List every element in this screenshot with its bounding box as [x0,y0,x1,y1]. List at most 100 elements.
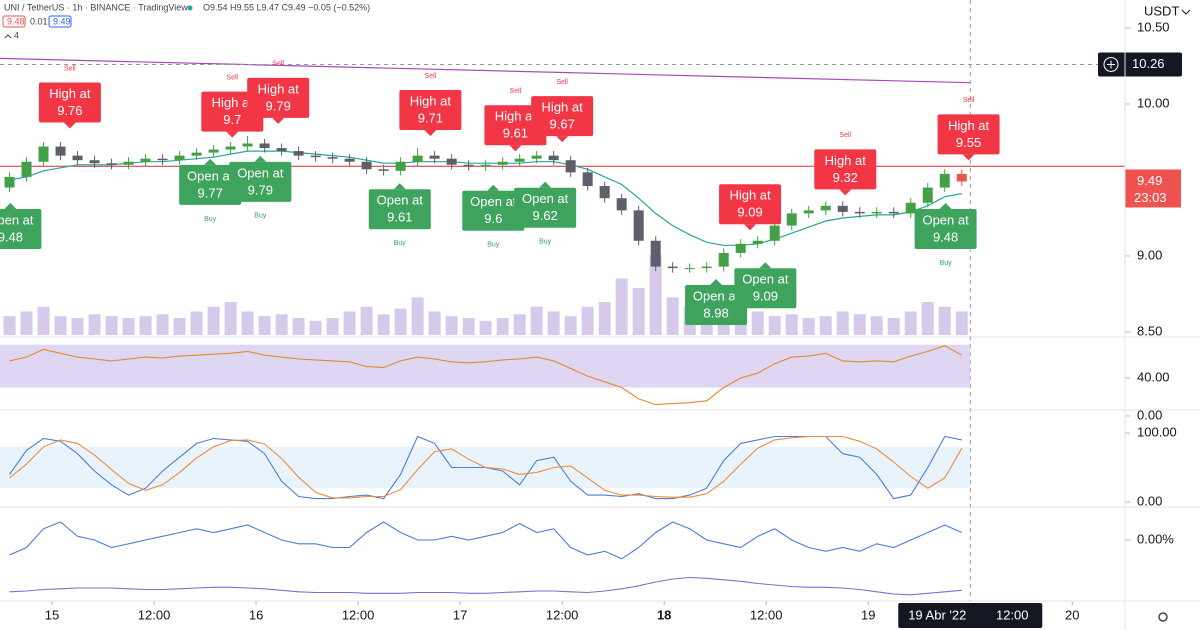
label-pointer [204,158,217,165]
label-pointer [487,184,500,191]
label-caption: Open at [522,191,569,206]
open-label: Open at 9.48 [0,203,42,250]
candle-body [395,161,406,171]
volume-bar [513,314,526,335]
candle-body [174,155,185,161]
candle-body [429,155,440,159]
candle-body [55,146,66,156]
volume-bar [71,318,84,335]
sell-signal: Sell [556,79,568,86]
currency-dropdown[interactable] [1181,9,1191,15]
open-label: Open at 9.77 Buy [179,158,242,223]
crosshair-time-box [898,603,1043,628]
settings-icon[interactable] [1158,612,1168,622]
volume-bar [921,302,934,335]
label-box [484,105,547,146]
badge-text: 9.49 [53,16,71,26]
high-label: High at 9.7 Sell [201,74,264,138]
label-box [368,189,431,230]
candle-body [157,158,168,161]
high-label: High at 9.71 Sell [399,73,462,137]
indicator-line [9,345,963,406]
label-caption: Open at [470,194,517,209]
volume-bar [938,306,951,335]
open-label: Open at 9.6 Buy [462,184,525,249]
trend-line [0,57,971,84]
indicator-count: 4 [14,30,19,40]
label-pointer [4,203,17,210]
volume-bar [887,318,900,335]
x-tick-label: 18 [657,607,671,622]
badge [48,15,72,28]
volume-bar [292,318,305,335]
ohlc-legend: O9.54 H9.55 L9.47 C9.49 −0.05 (−0.52%) [203,2,370,12]
volume-bar [445,316,458,335]
volume-bar [649,255,662,335]
label-value: 8.98 [703,305,728,320]
label-pointer [939,203,952,210]
label-box [914,209,977,250]
label-caption: High at [49,86,91,101]
label-value: 9.61 [387,210,412,225]
high-label: High at 9.09 [719,184,782,231]
label-value: 9.32 [833,170,858,185]
label-caption: High at [542,100,584,115]
label-value: 9.77 [198,185,223,200]
volume-bar [751,311,764,335]
add-alert-plus [1107,60,1115,69]
indicator-line [9,521,963,560]
label-box [179,164,242,205]
label-caption: Open at [693,288,740,303]
volume-bar [343,311,356,335]
candle-body [599,186,610,199]
label-caption: Open at [377,193,424,208]
x-tick-label: 12:00 [342,607,375,622]
candle-body [956,173,967,182]
label-box [399,90,462,131]
label-box [719,184,782,225]
volume-bar [224,302,237,335]
sell-signal: Sell [510,88,522,95]
candle-body [718,252,729,267]
volume-bar [54,316,67,335]
volume-bar [581,306,594,335]
label-pointer [759,262,772,269]
volume-bar [802,318,815,335]
label-pointer [509,145,522,152]
candle-body [480,164,491,167]
label-box [38,82,101,123]
candle-body [565,160,576,173]
candle-body [89,160,100,164]
candle-body [293,151,304,156]
label-pointer [556,136,569,143]
candle-body [514,158,525,162]
volume-bar [377,314,390,335]
x-tick-label: 12:00 [546,607,579,622]
candle-body [633,210,644,241]
add-alert-icon[interactable] [1103,56,1119,72]
candle-body [276,148,287,152]
label-box [734,268,797,309]
candle-body [888,211,899,214]
candle-body [786,213,797,226]
buy-signal: Buy [487,242,500,249]
sell-signal: Sell [64,65,76,72]
open-label: Open at 9.09 [734,262,797,309]
x-tick-label: 16 [249,607,263,622]
candle-body [752,240,763,244]
status-dot [187,5,193,11]
y-tick-label: 0.00 [1137,493,1162,508]
candle-body [871,211,882,214]
label-caption: Open at [237,165,284,180]
label-caption: Open at [922,212,969,227]
candle-body [922,187,933,203]
y-tick-label: 40.00 [1137,369,1170,384]
crosshair-price-box [1098,52,1182,77]
volume-bar [309,320,322,335]
collapse-icon[interactable] [4,34,12,39]
label-pointer [744,224,757,231]
candle-body [684,268,695,270]
candle-body [667,266,678,269]
